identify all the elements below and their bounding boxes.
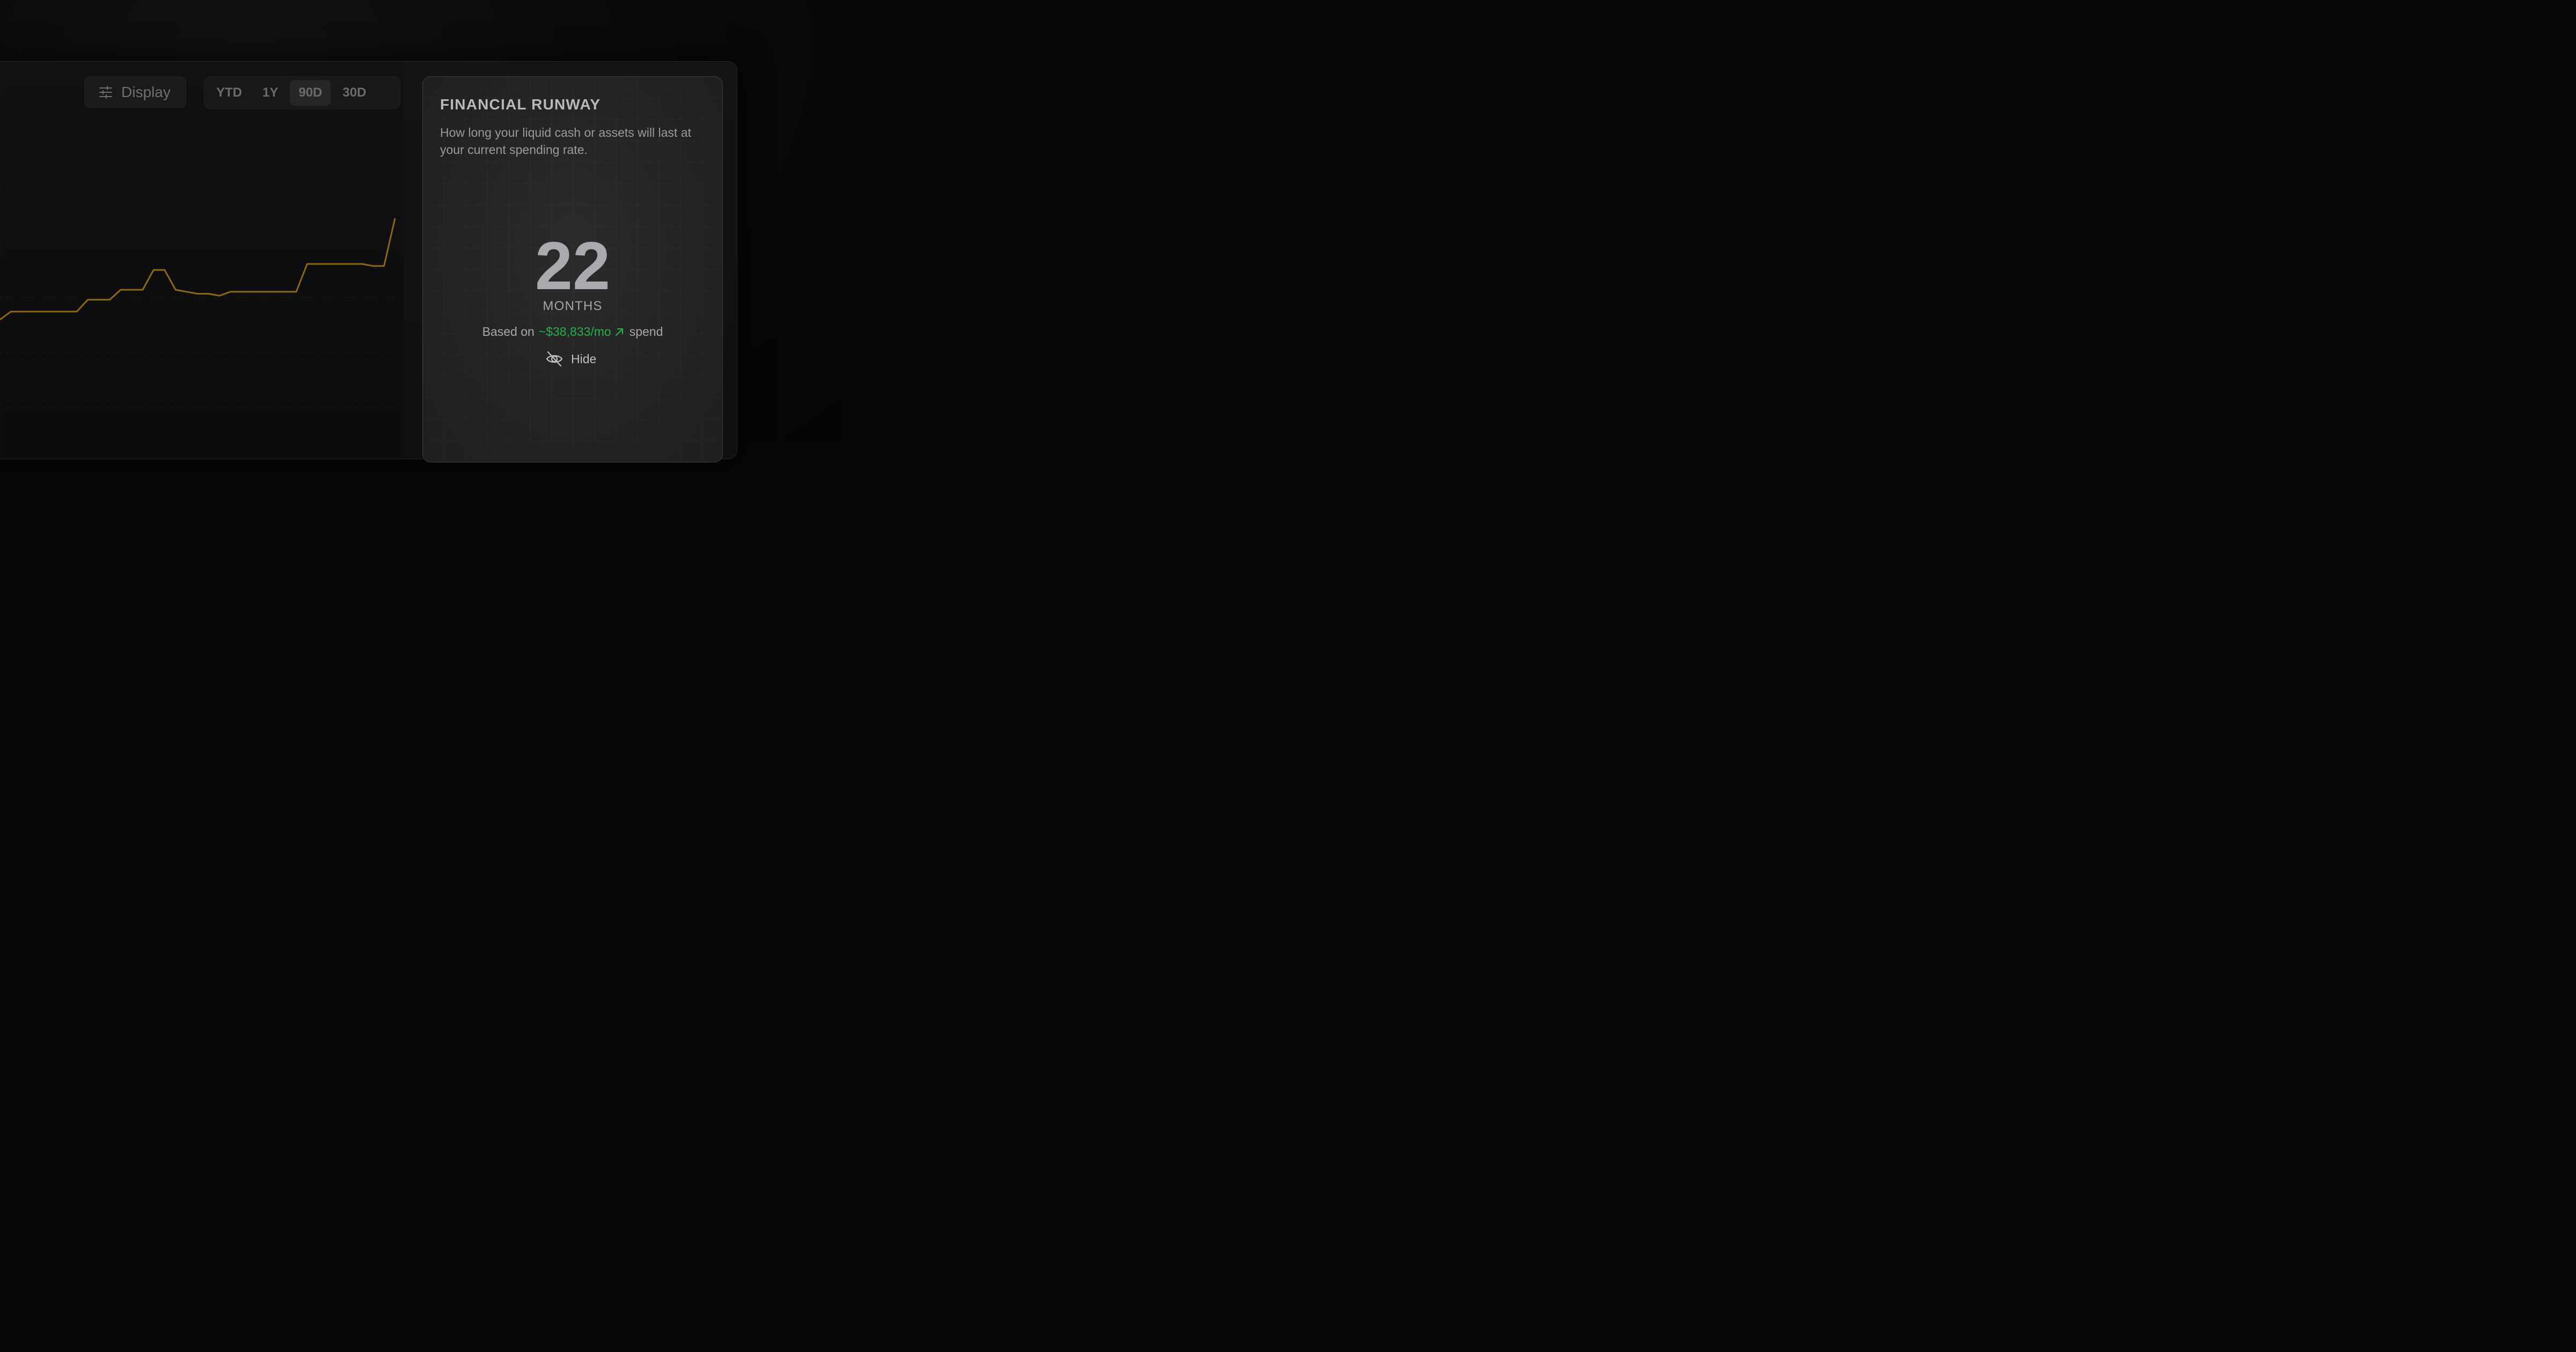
spend-summary: Based on ~$38,833/mo spend bbox=[423, 325, 722, 339]
runway-value: 22 bbox=[535, 228, 611, 304]
spend-prefix: Based on bbox=[482, 325, 535, 339]
balance-line-chart bbox=[0, 187, 396, 408]
chart-pane bbox=[1, 62, 403, 459]
sliders-icon bbox=[99, 86, 112, 99]
card-title: FINANCIAL RUNWAY bbox=[440, 96, 601, 113]
eye-off-icon bbox=[546, 351, 563, 367]
range-30d[interactable]: 30D bbox=[342, 85, 367, 100]
hide-label: Hide bbox=[571, 351, 597, 366]
financial-runway-card: FINANCIAL RUNWAY How long your liquid ca… bbox=[422, 76, 723, 462]
arrow-up-right-icon bbox=[614, 327, 624, 337]
runway-unit: MONTHS bbox=[543, 299, 603, 313]
balance-series-line bbox=[0, 218, 396, 320]
card-description: How long your liquid cash or assets will… bbox=[440, 126, 691, 157]
range-ytd[interactable]: YTD bbox=[216, 85, 242, 100]
time-range-selector: YTD 1Y 90D 30D bbox=[204, 76, 400, 109]
display-label: Display bbox=[121, 84, 171, 100]
range-90d[interactable]: 90D bbox=[290, 79, 331, 106]
hide-button[interactable]: Hide bbox=[545, 348, 596, 370]
spend-amount[interactable]: ~$38,833/mo bbox=[538, 325, 611, 339]
range-1y[interactable]: 1Y bbox=[262, 85, 279, 100]
display-button[interactable]: Display bbox=[84, 77, 186, 108]
spend-suffix: spend bbox=[629, 325, 663, 339]
